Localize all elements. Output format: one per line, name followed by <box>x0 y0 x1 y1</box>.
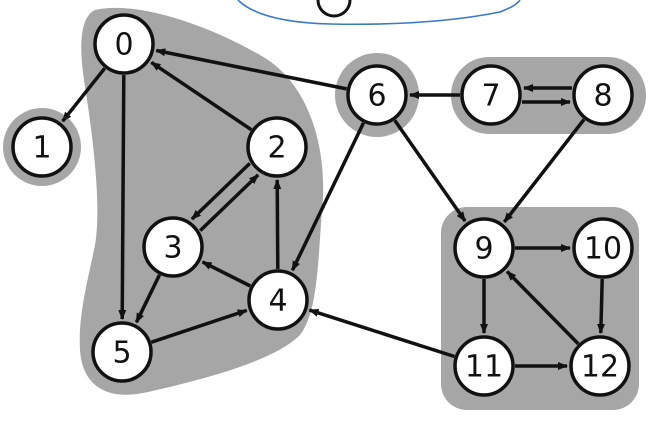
node-3: 3 <box>142 216 204 278</box>
edge-12-to-9 <box>505 270 580 346</box>
edge-2-to-0 <box>150 60 253 132</box>
node-4: 4 <box>247 269 309 331</box>
node-label-9: 9 <box>474 232 493 267</box>
node-9: 9 <box>453 217 515 279</box>
node-label-2: 2 <box>267 131 286 166</box>
node-10: 10 <box>572 217 634 279</box>
node-6: 6 <box>346 64 408 126</box>
node-label-4: 4 <box>268 284 287 319</box>
edge-5-to-4 <box>150 308 248 344</box>
edge-10-to-12 <box>597 278 606 334</box>
node-label-1: 1 <box>32 131 51 166</box>
node-label-8: 8 <box>593 79 612 114</box>
node-circle-2 <box>246 116 308 178</box>
node-5: 5 <box>91 321 153 383</box>
node-circle-10 <box>572 217 634 279</box>
node-2: 2 <box>246 116 308 178</box>
node-circle-6 <box>346 64 408 126</box>
node-8: 8 <box>572 64 634 126</box>
node-11: 11 <box>453 335 515 397</box>
node-circle-12 <box>569 335 631 397</box>
edge-4-to-2 <box>273 179 282 270</box>
node-circle-3 <box>142 216 204 278</box>
node-circle-8 <box>572 64 634 126</box>
node-label-3: 3 <box>163 231 182 266</box>
node-circle-1 <box>11 116 73 178</box>
node-circle-11 <box>453 335 515 397</box>
top-curve-fragment <box>237 0 521 26</box>
node-label-0: 0 <box>114 28 133 63</box>
edge-11-to-4 <box>308 308 456 359</box>
edge-6-to-4 <box>290 122 366 272</box>
edge-4-to-3 <box>201 260 252 288</box>
node-label-10: 10 <box>584 232 622 267</box>
node-circle-7 <box>460 64 522 126</box>
top-partial-node-outline <box>316 0 352 18</box>
edge-0-to-5 <box>118 74 127 320</box>
node-circle-9 <box>453 217 515 279</box>
node-label-6: 6 <box>367 79 386 114</box>
edge-3-to-5 <box>134 274 162 324</box>
node-7: 7 <box>460 64 522 126</box>
node-circle-5 <box>91 321 153 383</box>
node-0: 0 <box>93 13 155 75</box>
node-circle-4 <box>247 269 309 331</box>
node-label-11: 11 <box>465 350 503 385</box>
node-label-12: 12 <box>581 350 619 385</box>
node-label-7: 7 <box>481 79 500 114</box>
edge-6-to-0 <box>155 48 347 91</box>
edge-8-to-9 <box>502 118 586 224</box>
node-1: 1 <box>11 116 73 178</box>
node-label-5: 5 <box>112 336 131 371</box>
edge-3-to-2 <box>198 173 260 232</box>
edge-0-to-1 <box>61 67 107 123</box>
edge-2-to-3 <box>190 162 252 221</box>
node-circle-0 <box>93 13 155 75</box>
graph-edges <box>61 48 606 370</box>
edge-6-to-9 <box>393 119 467 223</box>
node-12: 12 <box>569 335 631 397</box>
